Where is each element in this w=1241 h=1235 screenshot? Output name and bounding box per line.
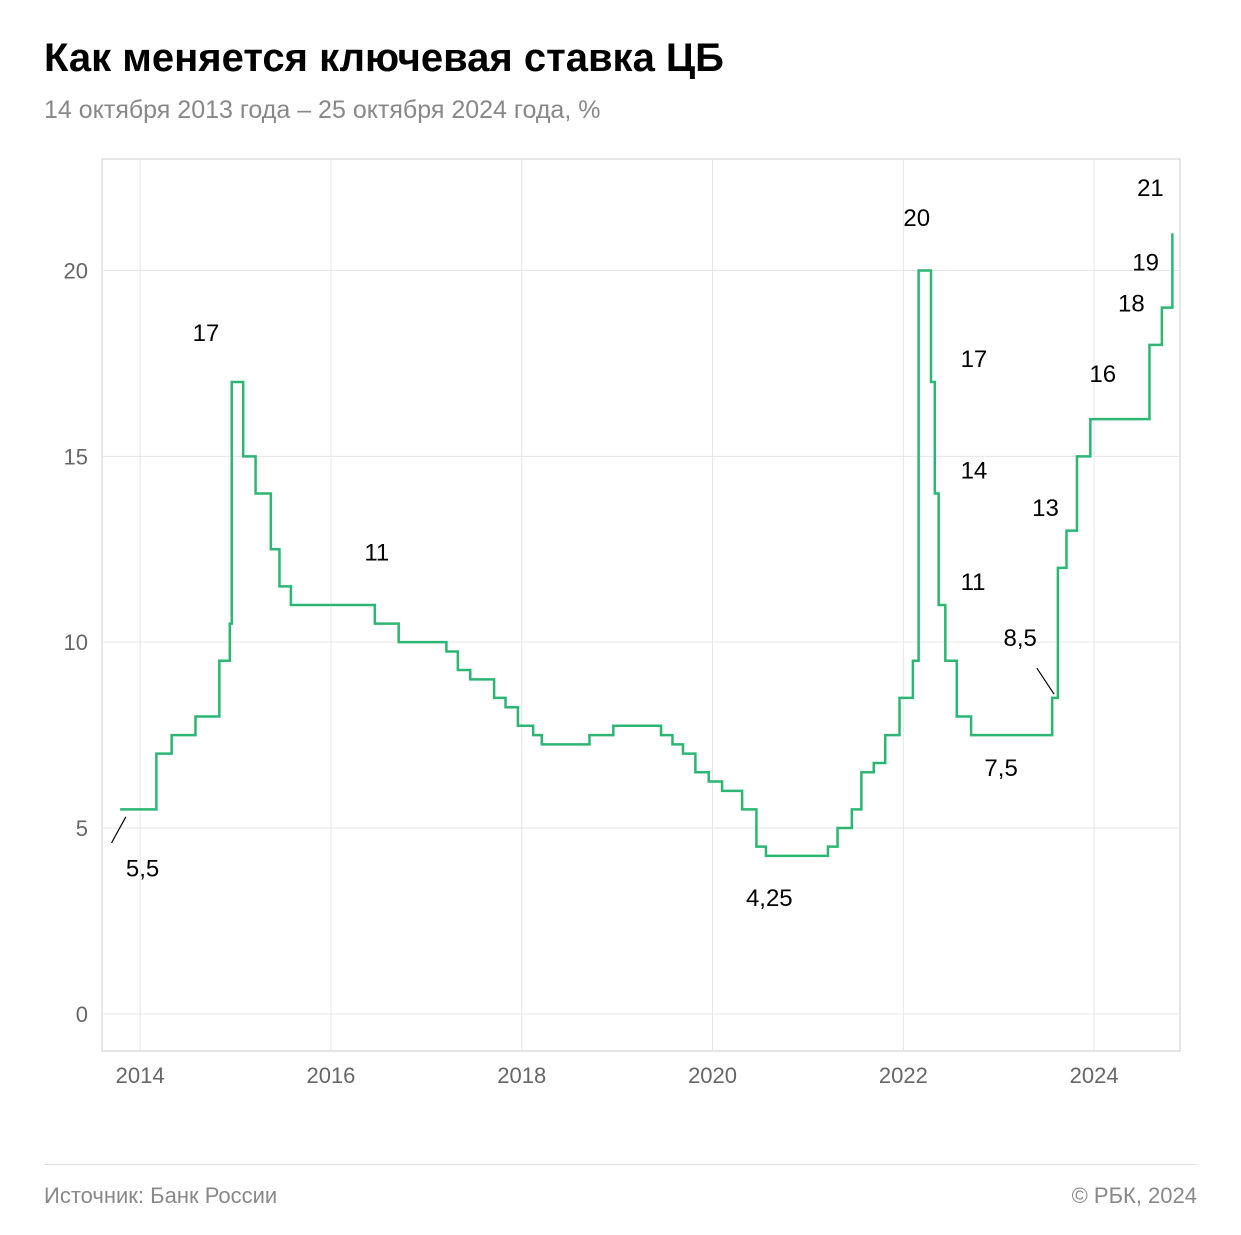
x-tick-label: 2022 (879, 1063, 928, 1088)
chart-subtitle: 14 октября 2013 года – 25 октября 2024 г… (44, 96, 1197, 125)
annotation-label: 14 (961, 458, 988, 485)
annotation-lead (1037, 668, 1054, 694)
annotation-label: 11 (961, 569, 986, 596)
annotation-label: 7,5 (984, 755, 1017, 782)
x-tick-label: 2024 (1070, 1063, 1119, 1088)
footer-source: Источник: Банк России (44, 1183, 277, 1209)
chart-card: Как меняется ключевая ставка ЦБ 14 октяб… (0, 0, 1241, 1235)
footer-copyright: © РБК, 2024 (1072, 1183, 1197, 1209)
y-tick-label: 15 (64, 444, 88, 469)
y-tick-label: 20 (64, 259, 88, 284)
annotation-label: 18 (1118, 290, 1145, 317)
y-tick-label: 0 (76, 1002, 88, 1027)
annotation-label: 17 (961, 346, 988, 373)
x-tick-label: 2020 (688, 1063, 737, 1088)
annotation-lead (112, 817, 126, 843)
annotation-label: 5,5 (126, 855, 159, 882)
plot-border (102, 159, 1180, 1051)
y-tick-label: 5 (76, 816, 88, 841)
chart-title: Как меняется ключевая ставка ЦБ (44, 36, 1197, 80)
y-tick-label: 10 (64, 630, 88, 655)
annotation-label: 20 (903, 205, 930, 232)
annotation-label: 16 (1089, 361, 1116, 388)
annotation-label: 8,5 (1004, 625, 1037, 652)
rate-step-chart: 051015202014201620182020202220245,517114… (44, 141, 1192, 1101)
chart-footer: Источник: Банк России © РБК, 2024 (44, 1164, 1197, 1209)
annotation-label: 4,25 (746, 885, 793, 912)
annotation-label: 13 (1032, 495, 1059, 522)
annotation-label: 19 (1132, 250, 1159, 277)
annotation-label: 17 (193, 320, 220, 347)
x-tick-label: 2016 (306, 1063, 355, 1088)
annotation-label: 11 (364, 539, 389, 566)
x-tick-label: 2014 (116, 1063, 165, 1088)
annotation-label: 21 (1137, 175, 1164, 202)
x-tick-label: 2018 (497, 1063, 546, 1088)
